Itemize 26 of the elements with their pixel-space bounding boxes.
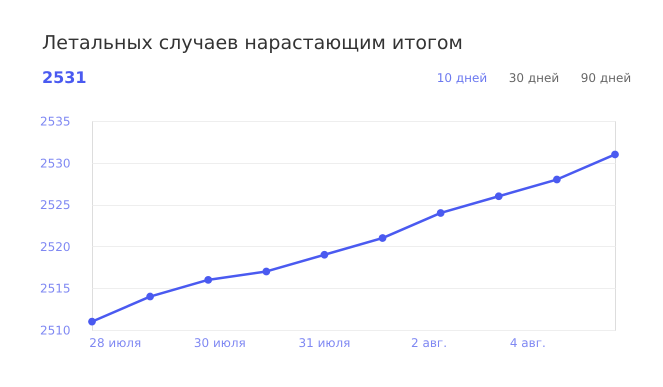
text: 31 июля xyxy=(298,336,350,350)
y-tick-label: 2520 xyxy=(40,240,70,254)
text: 28 июля xyxy=(89,336,142,350)
y-tick-label: 2510 xyxy=(40,324,70,338)
y-tick-label: 2535 xyxy=(40,114,70,128)
text: 90 дней xyxy=(580,71,632,85)
text: 30 дней xyxy=(508,71,560,85)
text: 2531 xyxy=(42,68,87,87)
y-tick-label: 2515 xyxy=(40,282,70,296)
chart-title: Летальных случаев нарастающим итогом xyxy=(42,32,463,54)
point xyxy=(146,292,154,300)
point xyxy=(436,209,445,217)
point xyxy=(262,268,270,276)
y-tick-label: 2525 xyxy=(40,198,70,212)
point xyxy=(553,176,561,184)
point xyxy=(378,234,386,242)
point xyxy=(320,250,328,259)
point xyxy=(88,318,96,326)
y-tick-label: 2530 xyxy=(40,156,70,170)
point xyxy=(494,192,503,200)
point xyxy=(204,276,212,284)
text: 10 дней xyxy=(436,71,488,85)
text: 2 авг. xyxy=(411,336,448,350)
text: 4 авг. xyxy=(510,336,546,350)
point xyxy=(611,150,619,158)
text: 30 июля xyxy=(194,336,246,350)
